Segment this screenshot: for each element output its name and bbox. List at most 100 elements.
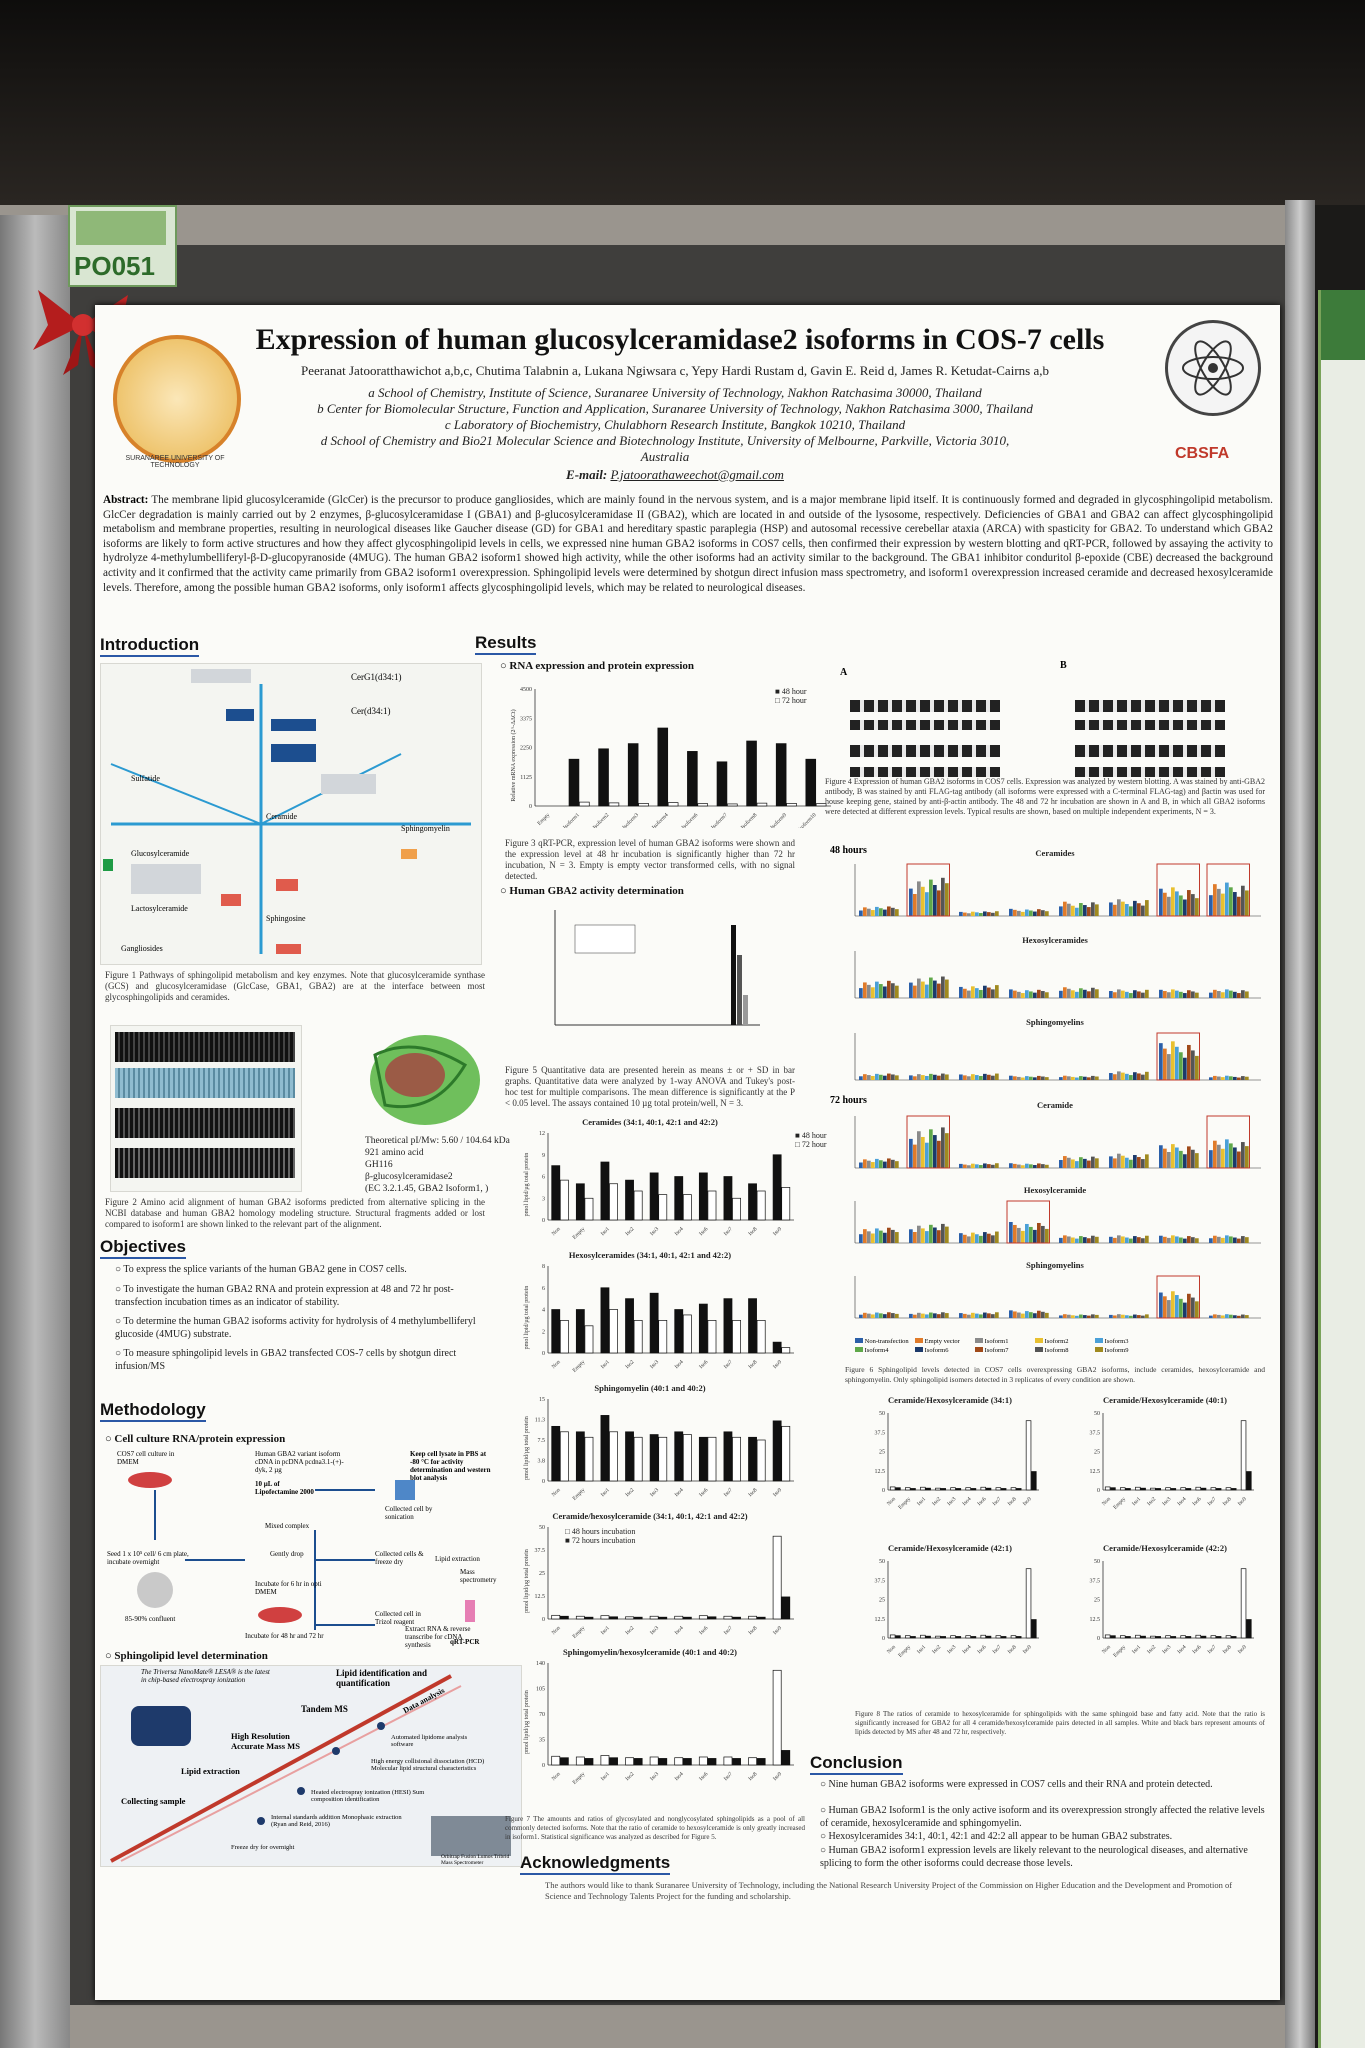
bar [965,1487,971,1491]
bar [698,1615,708,1620]
bar [1063,1075,1067,1080]
bar [1191,894,1195,916]
bar [1075,1077,1079,1080]
fig6-ceramides-48h [854,863,1261,917]
affiliation-a: a School of Chemistry, Institute of Scie… [368,385,982,400]
bar [756,1439,766,1482]
bar [980,1486,986,1491]
fig6-legend: Non-transfection Empty vector Isoform1 I… [855,1338,1155,1354]
bar [600,1755,610,1766]
x-tick-label: Iso2 [1146,1644,1157,1655]
bar [929,1312,933,1318]
bar [575,1309,585,1354]
x-tick-label: Empty [572,1226,587,1241]
introduction-heading: Introduction [100,635,200,657]
bar [887,1312,891,1318]
bar [963,1164,967,1168]
bar [707,1616,717,1620]
bar [875,1312,879,1318]
bar [909,1075,913,1080]
bar [649,1434,659,1482]
bar [917,1312,921,1318]
x-tick-label: Iso6 [977,1496,988,1507]
bar [674,1757,684,1766]
email-line: E-mail: P.jatoorathaweechot@gmail.com [235,467,1115,483]
bar [937,1314,941,1318]
x-tick-label: Iso7 [723,1487,734,1498]
bar [1245,1146,1249,1168]
bar [1029,1164,1033,1168]
bar [1183,1057,1187,1080]
x-tick-label: Iso1 [916,1644,927,1655]
bar [781,1425,791,1482]
figure2-caption: Figure 2 Amino acid alignment of human G… [105,1197,485,1229]
fig6-legend-label: Isoform9 [1104,1347,1129,1354]
bar [937,1140,941,1168]
bar [1137,1157,1141,1168]
fig7-ratio-legend-72: ■ 72 hours incubation [565,1536,636,1545]
x-tick-label: Iso4 [962,1496,973,1507]
bar [682,1314,692,1354]
fig6-legend-item: Isoform2 [1035,1338,1095,1345]
bar [859,910,863,916]
y-tick-label: 0 [542,1351,545,1357]
bar [905,1635,911,1639]
pathway-label-lactosylceramide: Lactosylceramide [131,904,188,913]
bar [1009,989,1013,998]
x-tick-label: Iso1 [600,1625,611,1636]
x-tick-label: Iso4 [674,1226,685,1237]
fig7-ratio-legend-48: □ 48 hours incubation [565,1527,636,1536]
bar [707,1758,717,1766]
y-tick-label: 1125 [520,775,532,781]
bar [682,1616,692,1620]
bar [929,977,933,998]
highlight-box [1006,1200,1050,1244]
bar [1165,1487,1171,1491]
x-tick-label: Non [1101,1496,1112,1507]
western-blot-b2 [1075,720,1225,730]
bar [1087,1238,1091,1243]
bar [1140,1487,1146,1491]
bar [1075,1161,1079,1168]
bar [1083,905,1087,916]
bar [1037,989,1041,998]
bar [987,1233,991,1243]
bar [1087,907,1091,916]
bar [995,1231,999,1243]
bar [781,1187,791,1221]
bar [970,1636,977,1639]
gba2-prop-family: GH116 [365,1160,393,1170]
bar [879,984,883,998]
bar [1179,1052,1183,1080]
bar [1167,1152,1171,1168]
bar [748,1436,757,1482]
bar [985,1487,992,1491]
bar [979,1165,983,1168]
board-post-right [1285,200,1315,2048]
bar [1137,1073,1141,1080]
bar [1217,1236,1221,1243]
bar [1125,1073,1129,1080]
bar [987,1074,991,1080]
bar [1240,1568,1247,1639]
bar [920,1486,926,1491]
bar [1150,1487,1156,1491]
y-tick-label: 0 [542,1218,545,1224]
y-tick-label: 2250 [520,746,532,752]
bar [598,748,609,807]
bar [1067,988,1071,998]
bar [963,1234,967,1243]
x-tick-label: Isoform4 [650,811,669,828]
fig6-48h-label: 48 hours [830,845,867,856]
bar [895,1161,899,1168]
fig4-panel-b-label: B [1060,660,1067,671]
objective-2-text: To investigate the human GBA2 RNA and pr… [115,1284,454,1308]
bar [1145,1314,1149,1318]
bar [584,1197,594,1221]
x-tick-label: Iso3 [1161,1496,1172,1507]
email-link[interactable]: P.jatoorathaweechot@gmail.com [610,467,784,482]
bar [875,981,879,998]
bar [1183,993,1187,998]
x-tick-label: Iso9 [1022,1496,1033,1507]
bar [1063,1314,1067,1318]
